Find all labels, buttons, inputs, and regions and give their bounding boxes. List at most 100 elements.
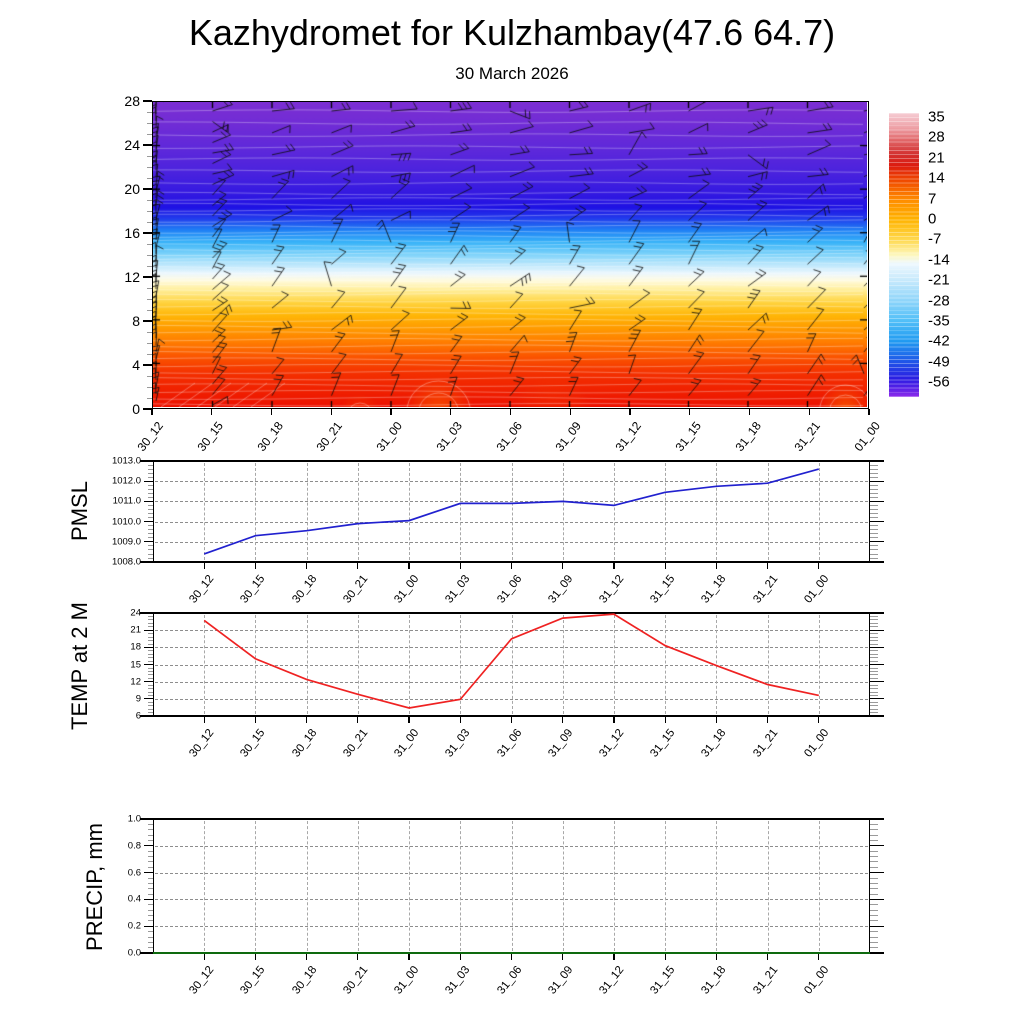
pmsl-y-minor-tick-r	[870, 464, 878, 466]
temp-vgridline	[716, 615, 718, 714]
pmsl-x-tick	[203, 562, 205, 569]
pmsl-vgridline	[306, 463, 308, 560]
temp-y-tick-label: 21	[130, 624, 141, 636]
pmsl-y-minor-tick-r	[870, 468, 878, 470]
precip-y-minor-tick	[148, 909, 153, 911]
temp-y-minor-tick	[148, 677, 153, 679]
pmsl-y-minor-tick	[148, 492, 153, 494]
colorbar-strips	[889, 113, 919, 397]
pmsl-y-major-tick-r	[870, 460, 884, 462]
temp-polyline	[203, 613, 819, 709]
precip-vgridline	[767, 821, 769, 951]
temp-y-minor-tick	[148, 667, 153, 669]
temp-y-minor-tick-r	[870, 684, 878, 686]
precip-y-minor-tick	[148, 882, 153, 884]
pmsl-x-tick-label: 31_03	[443, 573, 473, 606]
pmsl-y-minor-tick	[148, 553, 153, 555]
temp-vgridline	[767, 615, 769, 714]
y-tick-label: 12	[124, 269, 140, 285]
pmsl-vgridline	[511, 463, 513, 560]
temp-y-tick-label: 18	[130, 641, 141, 653]
x-tick	[450, 409, 452, 415]
pmsl-y-minor-tick	[148, 464, 153, 466]
pmsl-edge-ext	[140, 460, 884, 462]
y-tick-label: 8	[132, 313, 140, 329]
pmsl-y-tick-label: 1010.0	[111, 516, 141, 528]
pmsl-y-major-tick-r	[870, 561, 884, 563]
pmsl-y-minor-tick	[148, 472, 153, 474]
pmsl-y-minor-tick	[148, 505, 153, 506]
precip-y-minor-tick-r	[870, 823, 878, 825]
colorbar-tick-label: 7	[928, 190, 937, 208]
temp-x-tick-label: 30_18	[289, 727, 320, 760]
precip-y-major-tick-r	[870, 925, 884, 927]
pmsl-y-minor-tick	[148, 484, 153, 486]
temp-y-minor-tick	[148, 626, 153, 628]
temp-x-tick-label: 31_03	[443, 727, 473, 760]
y-minor-tick	[147, 133, 152, 135]
precip-y-major-tick	[144, 872, 153, 874]
temp-y-minor-tick-r	[870, 622, 878, 624]
temp-y-minor-tick-r	[870, 701, 878, 703]
precip-y-minor-tick-r	[870, 888, 878, 890]
temp-y-minor-tick	[148, 660, 153, 662]
temp-y-minor-tick-r	[870, 636, 878, 638]
precip-y-major-tick	[144, 898, 153, 900]
pmsl-y-minor-tick	[148, 496, 153, 498]
precip-x-tick-label: 01_00	[802, 964, 832, 997]
colorbar-tick-label: -42	[928, 332, 950, 350]
colorbar-tick-label: -49	[928, 353, 950, 371]
pmsl-y-minor-tick-r	[870, 496, 878, 498]
precip-y-minor-tick-r	[870, 931, 878, 932]
temp-y-major-tick-r	[870, 629, 884, 631]
precip-y-minor-tick-r	[870, 909, 878, 911]
pmsl-x-tick-label: 30_21	[341, 573, 371, 606]
precip-y-major-tick	[144, 925, 153, 927]
pmsl-edge-ext	[140, 561, 884, 563]
pmsl-y-major-tick-r	[870, 480, 884, 482]
y-minor-tick	[147, 111, 152, 113]
pmsl-data-line	[203, 468, 820, 555]
y-minor-tick	[147, 331, 152, 333]
temp-y-minor-tick-r	[870, 677, 878, 679]
pmsl-y-tick-label: 1009.0	[111, 536, 141, 548]
temp-x-tick-label: 01_00	[802, 727, 832, 760]
precip-x-tick-label: 30_15	[238, 964, 268, 997]
precip-y-tick-label: 0.0	[127, 947, 141, 959]
precip-y-major-tick-r	[870, 898, 884, 900]
precip-x-tick	[203, 953, 205, 960]
temp-y-minor-tick	[148, 622, 153, 624]
temp-vgridline	[409, 615, 411, 714]
precip-y-minor-tick-r	[870, 904, 878, 906]
temp-x-tick	[766, 716, 769, 723]
x-tick-label: 31_15	[672, 419, 704, 454]
y-major-tick	[143, 408, 152, 410]
temp-y-minor-tick-r	[870, 691, 878, 693]
precip-y-minor-tick-r	[870, 866, 878, 868]
y-major-tick	[143, 100, 152, 102]
temp-y-major-tick-r	[870, 681, 884, 683]
temp-y-minor-tick-r	[870, 708, 878, 710]
temp-x-tick-label: 30_21	[341, 727, 371, 760]
pmsl-y-minor-tick	[148, 468, 153, 470]
temp-x-tick-label: 31_00	[392, 727, 422, 760]
pmsl-vgridline	[255, 463, 257, 560]
temp-y-major-tick-r	[870, 663, 884, 666]
precip-vgridline	[204, 821, 206, 951]
temp-y-minor-tick-r	[870, 712, 878, 713]
precip-y-minor-tick-r	[870, 936, 878, 938]
temp-y-tick-label: 6	[135, 710, 141, 722]
precip-y-minor-tick	[148, 829, 153, 831]
precip-y-minor-tick	[148, 850, 153, 852]
precip-x-tick	[408, 953, 410, 960]
y-minor-tick	[147, 265, 152, 267]
precip-x-tick-label: 31_21	[750, 964, 781, 997]
temp-y-minor-tick	[148, 616, 153, 617]
pmsl-y-minor-tick-r	[870, 488, 878, 490]
precip-vgridline	[613, 821, 615, 951]
pmsl-x-tick	[459, 562, 461, 569]
temp-y-tick-label: 15	[130, 659, 141, 670]
precip-axis-title: PRECIP, mm	[82, 823, 107, 951]
colorbar-tick-label: -56	[928, 373, 950, 391]
precip-y-minor-tick-r	[870, 882, 878, 884]
